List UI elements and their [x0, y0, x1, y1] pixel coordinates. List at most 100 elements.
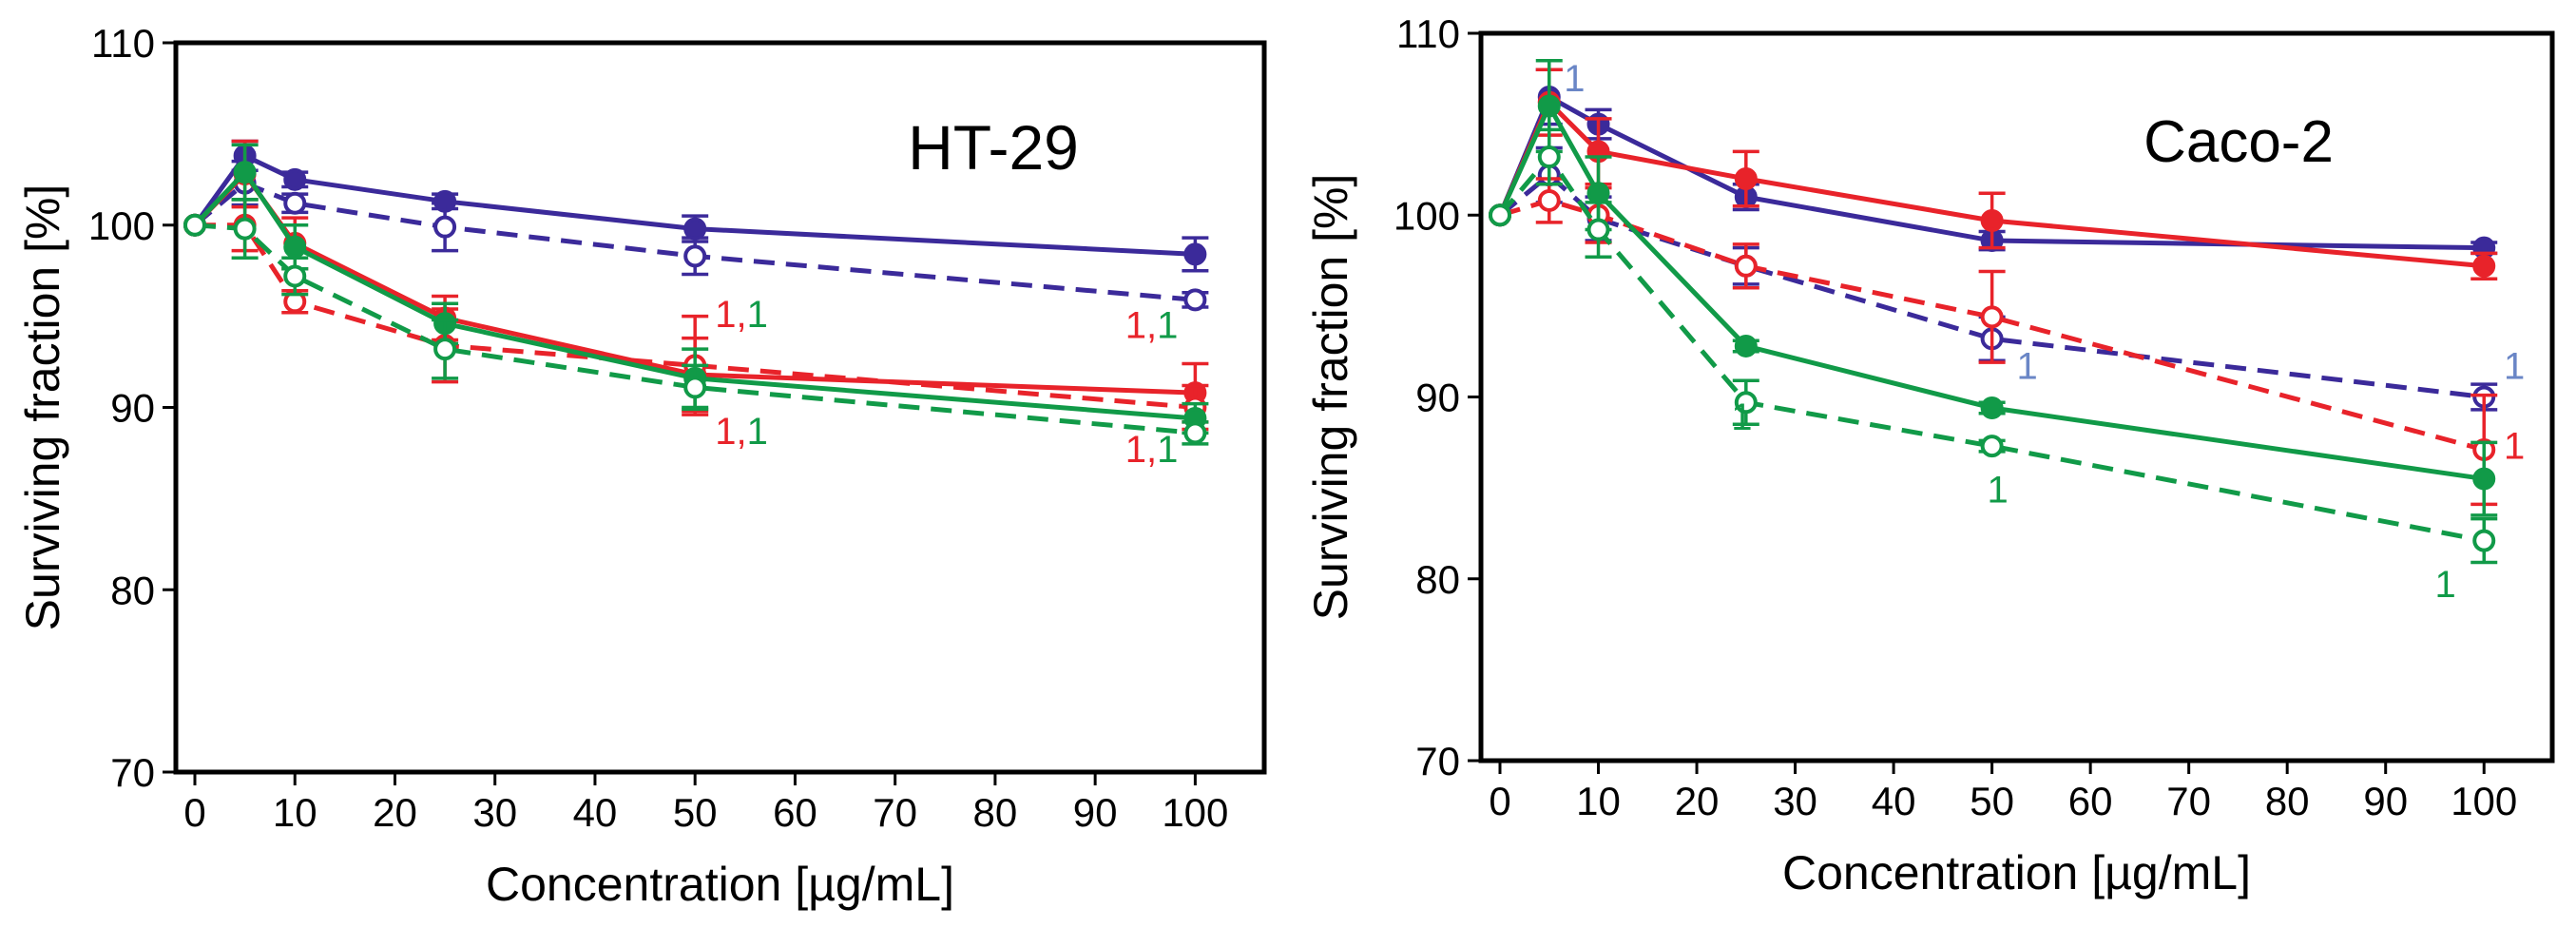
y-tick-label: 100	[88, 203, 155, 248]
significance-annotation: 1	[1731, 396, 1752, 438]
series-line	[1497, 104, 2485, 482]
significance-mark: 1	[747, 411, 768, 453]
data-point	[1489, 203, 1511, 227]
data-point	[1734, 334, 1758, 358]
significance-mark: 1	[2017, 345, 2038, 387]
x-tick-label: 50	[1970, 779, 2014, 823]
x-tick-label: 20	[1675, 779, 1720, 823]
x-tick-label: 10	[273, 790, 317, 835]
data-point	[2472, 529, 2496, 552]
significance-mark: ,	[736, 411, 746, 453]
data-point	[1734, 167, 1758, 190]
y-axis-label: Surviving fraction [%]	[1304, 174, 1357, 621]
data-point	[1586, 182, 1610, 205]
data-point	[1183, 242, 1207, 266]
significance-annotation: 1,1	[1125, 305, 1179, 347]
significance-mark: 1	[2504, 426, 2525, 468]
significance-annotation: 1,1	[715, 411, 768, 453]
data-point	[433, 215, 457, 239]
data-point	[1734, 391, 1758, 415]
data-point	[1537, 145, 1561, 169]
series-line	[193, 181, 1196, 302]
y-axis-label: Surviving fraction [%]	[16, 184, 69, 631]
significance-mark: 1	[747, 294, 768, 336]
chart-title: HT-29	[908, 112, 1079, 183]
series-green-open	[1489, 127, 2498, 565]
significance-annotation: 1	[1564, 58, 1585, 100]
x-tick-label: 60	[773, 790, 817, 835]
significance-mark: 1	[1125, 429, 1146, 471]
data-point	[1183, 421, 1207, 445]
plot-frame	[1478, 30, 2555, 764]
x-tick-label: 80	[973, 790, 1018, 835]
significance-mark: ,	[1146, 305, 1157, 347]
significance-mark: 1	[2504, 345, 2525, 387]
x-tick-label: 30	[472, 790, 517, 835]
significance-annotation: 1,1	[715, 294, 768, 336]
significance-annotation: 1	[1987, 469, 2008, 511]
significance-annotation: 1	[2504, 426, 2525, 468]
data-point	[433, 338, 457, 361]
x-tick-label: 100	[2451, 779, 2517, 823]
y-tick-label: 110	[91, 21, 155, 66]
data-point	[1537, 188, 1561, 212]
x-tick-label: 40	[573, 790, 618, 835]
y-tick-label: 70	[1415, 739, 1460, 783]
x-tick-label: 70	[873, 790, 917, 835]
data-point	[183, 213, 206, 237]
data-point	[283, 167, 307, 191]
data-point	[2472, 467, 2496, 491]
significance-mark: 1	[715, 294, 736, 336]
y-tick-label: 80	[1415, 557, 1460, 602]
x-tick-label: 60	[2068, 779, 2113, 823]
x-tick-label: 0	[183, 790, 205, 835]
data-point	[1734, 254, 1758, 278]
data-point	[1183, 288, 1207, 312]
significance-annotation: 1	[2504, 345, 2525, 387]
data-point	[283, 191, 307, 215]
significance-mark: ,	[1146, 429, 1157, 471]
x-tick-label: 40	[1872, 779, 1916, 823]
data-point	[1537, 94, 1561, 118]
x-axis-label: Concentration [µg/mL]	[486, 858, 954, 911]
x-tick-label: 30	[1773, 779, 1817, 823]
x-axis-label: Concentration [µg/mL]	[1782, 846, 2251, 899]
data-point	[1586, 218, 1610, 242]
chart-panel-caco2: 70 80 90 100 110 0 10 20 30 40 50 60 70 80 90 100 Concen…	[1288, 0, 2576, 928]
chart-ht29: 70 80 90 100 110 0 10 20 30 40 50 60 70 80 90 100 Concen…	[16, 21, 1267, 911]
significance-mark: 1	[715, 411, 736, 453]
x-tick-label: 90	[1073, 790, 1118, 835]
x-tick-label: 80	[2265, 779, 2310, 823]
series-line	[1498, 154, 2485, 544]
y-tick-label: 100	[1394, 193, 1460, 238]
significance-mark: 1	[1564, 58, 1585, 100]
plot-frame	[173, 40, 1267, 775]
data-point	[283, 264, 307, 288]
data-point	[233, 161, 257, 184]
x-tick-label: 20	[373, 790, 417, 835]
series-line	[193, 169, 1196, 421]
x-tick-label: 70	[2166, 779, 2211, 823]
x-tick-label: 10	[1576, 779, 1621, 823]
data-point	[683, 244, 707, 268]
x-tick-label: 90	[2363, 779, 2408, 823]
chart-title: Caco-2	[2143, 109, 2334, 175]
data-point	[1980, 435, 2004, 458]
chart-caco2: 70 80 90 100 110 0 10 20 30 40 50 60 70 80 90 100 Concen…	[1304, 11, 2555, 899]
data-point	[683, 376, 707, 399]
significance-annotation: 1,1	[1125, 429, 1179, 471]
y-tick-label: 80	[110, 568, 155, 612]
significance-mark: 1	[1157, 305, 1178, 347]
data-point	[233, 217, 257, 241]
data-point	[683, 217, 707, 241]
y-tick-label: 110	[1396, 11, 1460, 56]
chart-panel-ht29: 70 80 90 100 110 0 10 20 30 40 50 60 70 80 90 100 Concen…	[16, 21, 1267, 911]
y-tick-label: 90	[1415, 376, 1460, 420]
data-point	[1980, 208, 2004, 232]
data-point	[1980, 396, 2004, 419]
significance-mark: 1	[2434, 564, 2455, 606]
y-tick-label: 90	[110, 386, 155, 431]
data-point	[1980, 305, 2004, 329]
x-tick-label: 0	[1489, 779, 1510, 823]
significance-mark: 1	[1125, 305, 1146, 347]
